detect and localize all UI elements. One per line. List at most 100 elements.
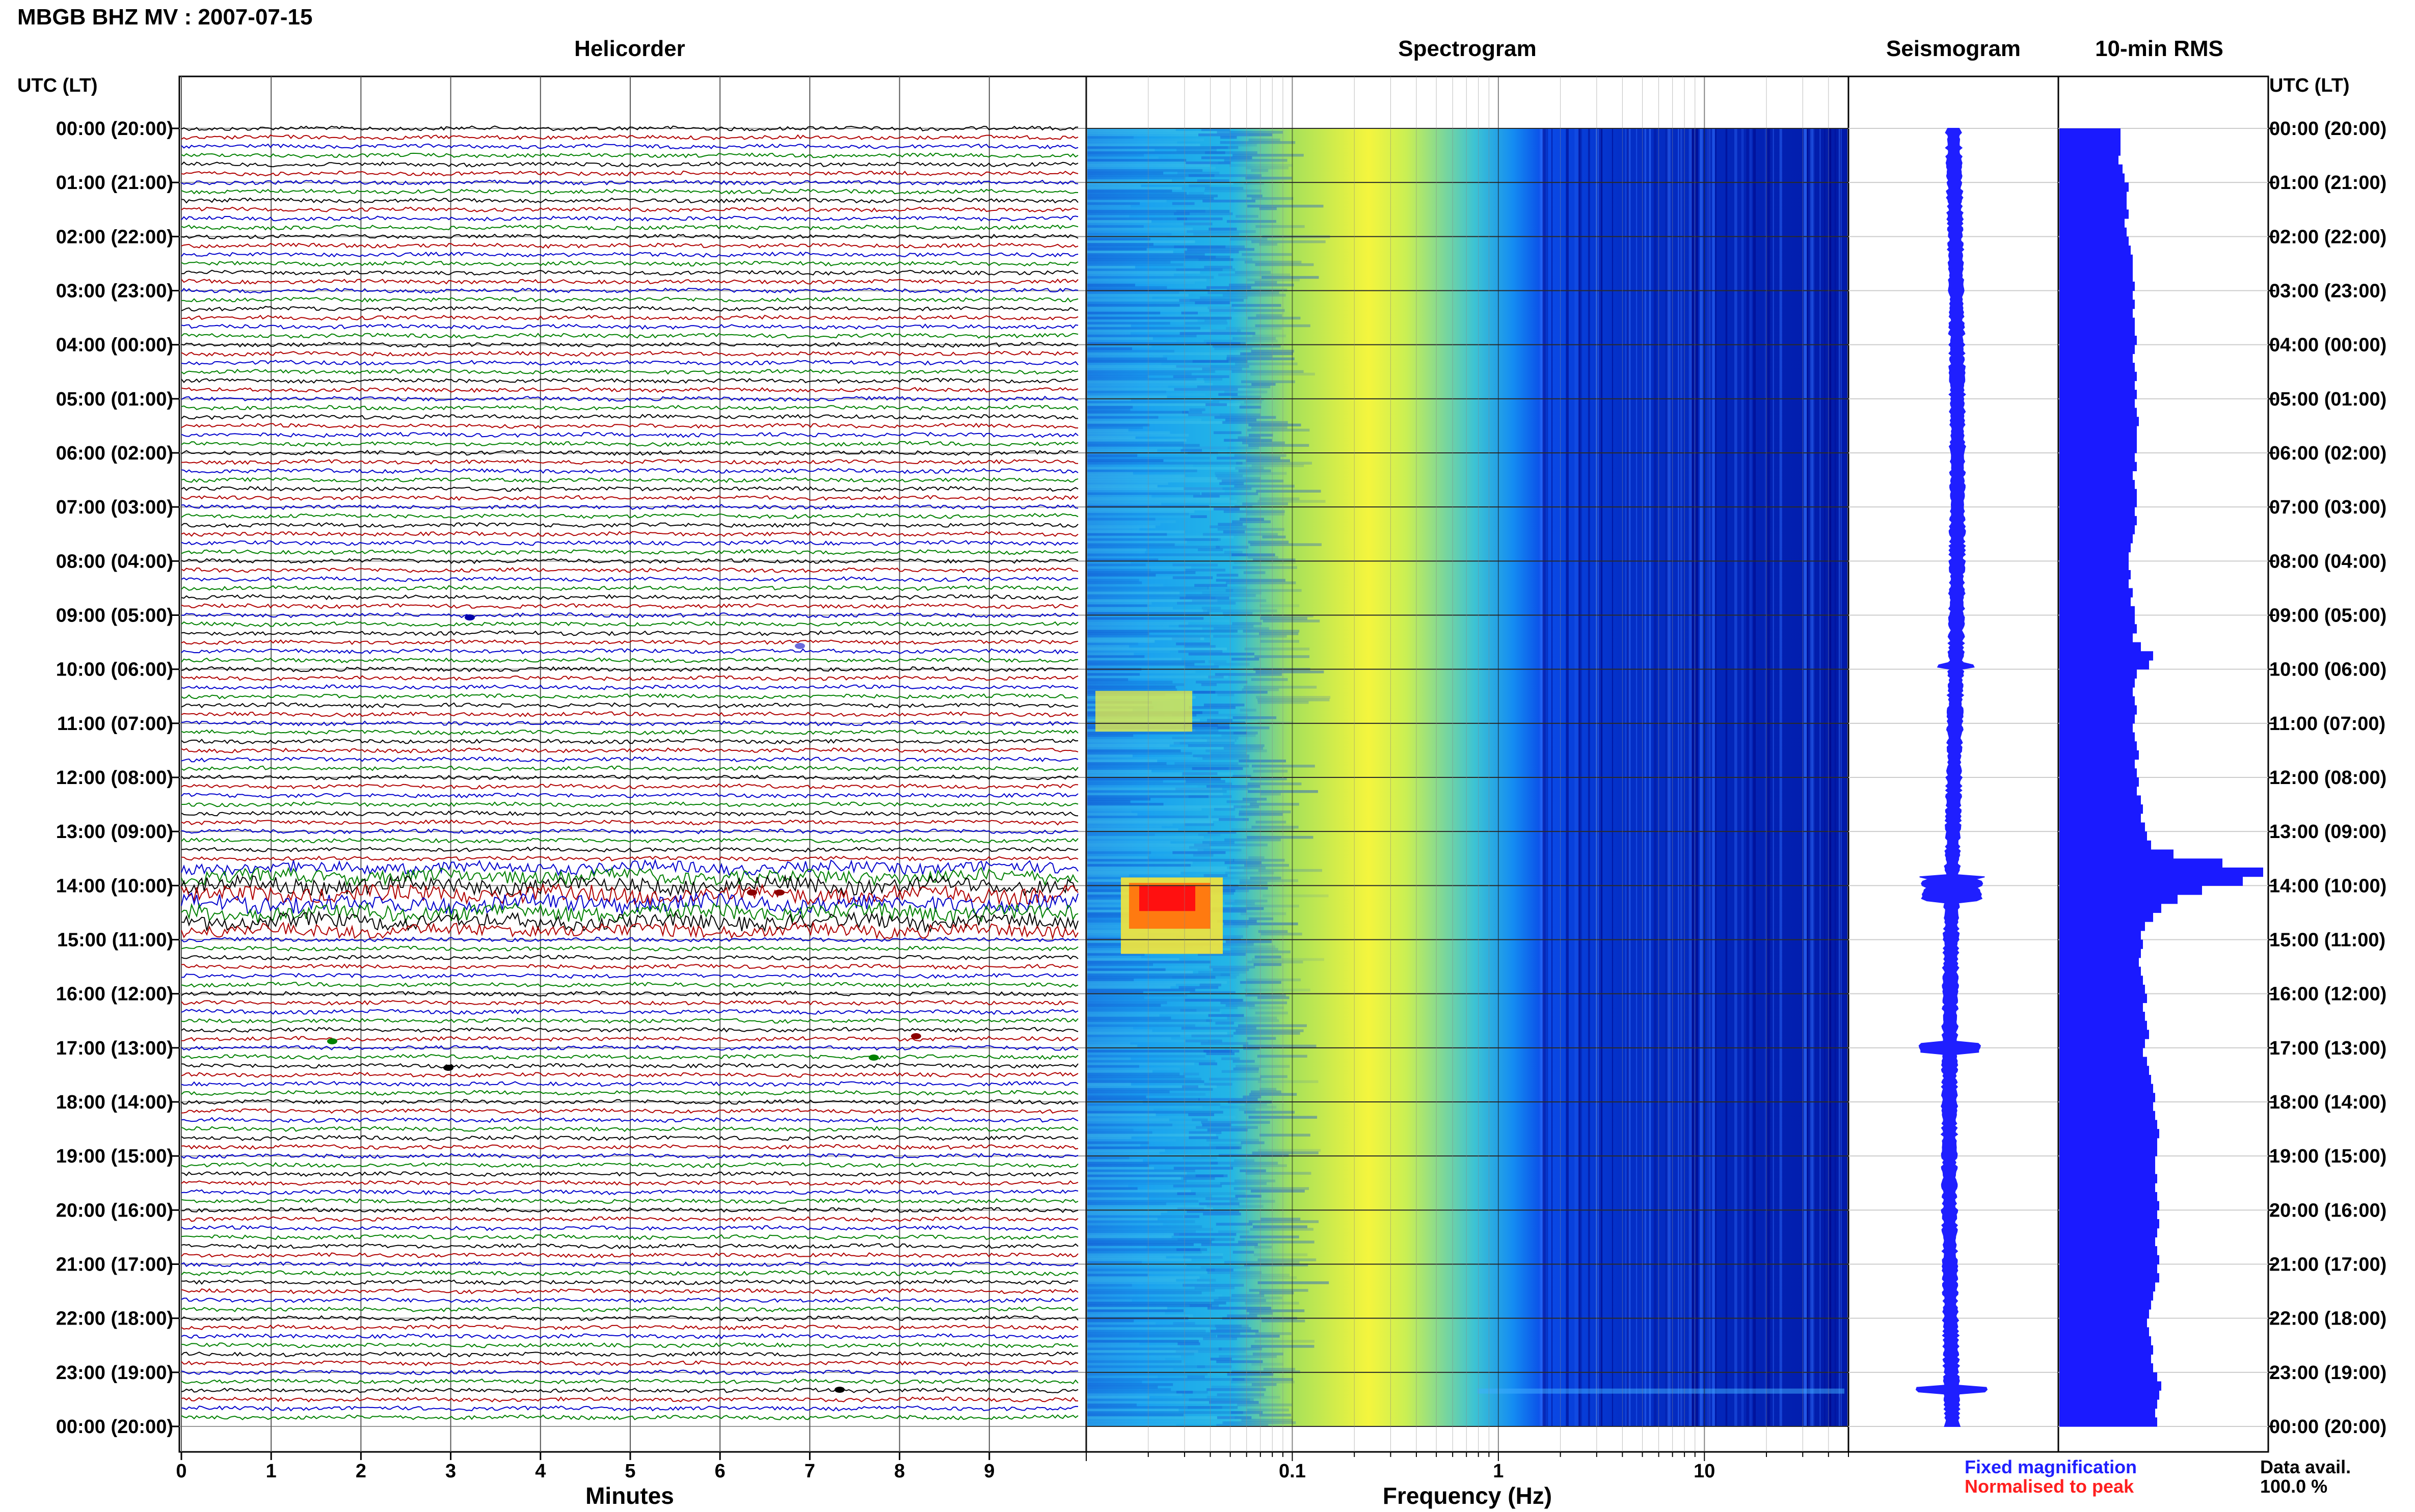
spectrogram-row	[1087, 790, 1227, 793]
spectrogram-row	[1184, 487, 1252, 490]
spectrogram-row	[1087, 640, 1155, 643]
spectrogram-row	[1087, 576, 1184, 579]
spectrogram-row	[1087, 1055, 1205, 1058]
spectrogram-row	[1241, 1419, 1293, 1422]
spectrogram-row	[1216, 546, 1249, 549]
helicorder-trace	[181, 152, 1079, 158]
spectrogram-row	[1087, 253, 1205, 256]
spectrogram-row	[1087, 1302, 1226, 1305]
spectrogram-row	[1087, 1065, 1139, 1068]
spectrogram-row	[1087, 752, 1192, 755]
helicorder-trace	[181, 892, 1079, 916]
spectrogram-row	[1245, 1103, 1267, 1106]
spectrogram-row	[1187, 1210, 1240, 1213]
spectrogram-row	[1087, 337, 1153, 340]
spectrogram-row	[1087, 1075, 1185, 1078]
spectrogram-row	[1087, 619, 1230, 623]
spectrogram-row	[1087, 434, 1189, 437]
rms-bar	[2059, 300, 2135, 309]
spectrogram-row	[1194, 584, 1227, 587]
spectrogram-row	[1087, 510, 1195, 513]
helicorder-trace	[181, 1054, 1079, 1060]
spectrogram-row	[1087, 1131, 1152, 1134]
spectrogram-row	[1209, 227, 1237, 231]
spectrogram-row	[1218, 393, 1238, 396]
helicorder-trace	[181, 1297, 1079, 1304]
spectrogram-row	[1242, 797, 1267, 801]
spectrogram-row	[1210, 1162, 1278, 1165]
spectrogram-gridlines	[1086, 128, 1848, 1427]
spectrogram-row	[1087, 861, 1193, 865]
helicorder-trace	[181, 648, 1079, 655]
spectrogram-row	[1260, 932, 1302, 936]
spectrogram-row	[1087, 377, 1197, 381]
helicorder-trace	[181, 224, 1079, 231]
spectrogram-row	[1087, 1167, 1155, 1170]
spectrogram-row	[1087, 1200, 1199, 1203]
spectrogram-row	[1173, 1167, 1233, 1170]
spectrogram-row	[1185, 569, 1226, 572]
spectrogram-row	[1247, 278, 1300, 282]
spectrogram-row	[1215, 472, 1287, 475]
time-tick-label: 15:00 (11:00)	[57, 930, 173, 951]
time-tick-label: 16:00 (12:00)	[2269, 984, 2386, 1005]
helicorder-trace	[181, 702, 1079, 709]
helicorder-trace	[181, 269, 1079, 276]
rms-bar	[2059, 831, 2147, 841]
spectrogram-row	[1087, 981, 1227, 984]
frequency-tick-label: 1	[1493, 1461, 1504, 1482]
spectrogram-row	[1087, 1037, 1171, 1040]
spectrogram-row	[1236, 462, 1312, 465]
rms-bar	[2059, 1084, 2153, 1093]
spectrogram-row	[1087, 400, 1220, 404]
spectrogram-row	[1087, 1141, 1149, 1144]
spectrogram-row	[1214, 507, 1240, 510]
spectrogram-row	[1087, 1424, 1176, 1427]
spectrogram-row	[1087, 1014, 1160, 1017]
spectrogram-row	[1087, 1052, 1205, 1056]
spectrogram-row	[1087, 240, 1195, 244]
spectrogram-row	[1087, 866, 1227, 870]
spectrogram-row	[1251, 825, 1299, 829]
spectrogram-row	[1087, 541, 1187, 544]
rms-bar	[2059, 164, 2123, 174]
time-tick-label: 11:00 (07:00)	[57, 713, 173, 735]
spectrogram-row	[1087, 390, 1166, 394]
helicorder-trace	[181, 1000, 1079, 1006]
time-tick-label: 00:00 (20:00)	[56, 118, 173, 140]
spectrogram-row	[1087, 495, 1152, 498]
rms-bar	[2059, 1381, 2161, 1391]
spectrogram-row	[1177, 1207, 1204, 1210]
spectrogram-row	[1087, 871, 1181, 875]
spectrogram-row	[1087, 1192, 1246, 1195]
spectrogram-row	[1246, 904, 1299, 908]
spectrogram-row	[1087, 472, 1133, 475]
minute-tick-label: 3	[445, 1461, 456, 1482]
spectrogram-row	[1087, 584, 1163, 587]
spectrogram-row	[1087, 772, 1233, 775]
spectrogram-row	[1249, 1093, 1297, 1096]
spectrogram-row	[1176, 148, 1217, 152]
time-tick-label: 16:00 (12:00)	[56, 984, 173, 1005]
spectrogram-row	[1257, 1281, 1329, 1284]
spectrogram-row	[1202, 591, 1262, 595]
rms-title: 10-min RMS	[2095, 36, 2223, 61]
spectrogram-row	[1087, 1108, 1154, 1111]
time-axis-label-left: UTC (LT)	[17, 75, 98, 96]
spectrogram-row	[1222, 1421, 1296, 1424]
spectrogram-row	[1177, 1342, 1200, 1345]
time-tick-label: 18:00 (14:00)	[56, 1092, 173, 1113]
spectrogram-row	[1087, 1233, 1179, 1236]
helicorder-trace	[181, 783, 1079, 790]
spectrogram-row	[1216, 1146, 1240, 1149]
spectrogram-row	[1087, 327, 1201, 330]
spectrogram-row	[1087, 828, 1178, 831]
spectrogram-row	[1206, 342, 1241, 345]
spectrogram-row	[1254, 1246, 1272, 1249]
minute-tick-label: 5	[625, 1461, 635, 1482]
spectrogram-row	[1087, 385, 1168, 389]
spectrogram-row	[1232, 1251, 1254, 1254]
rms-bar	[2059, 1309, 2149, 1319]
legend-fixed-magnification: Fixed magnification	[1965, 1456, 2137, 1477]
spectrogram-row	[1087, 1197, 1148, 1200]
